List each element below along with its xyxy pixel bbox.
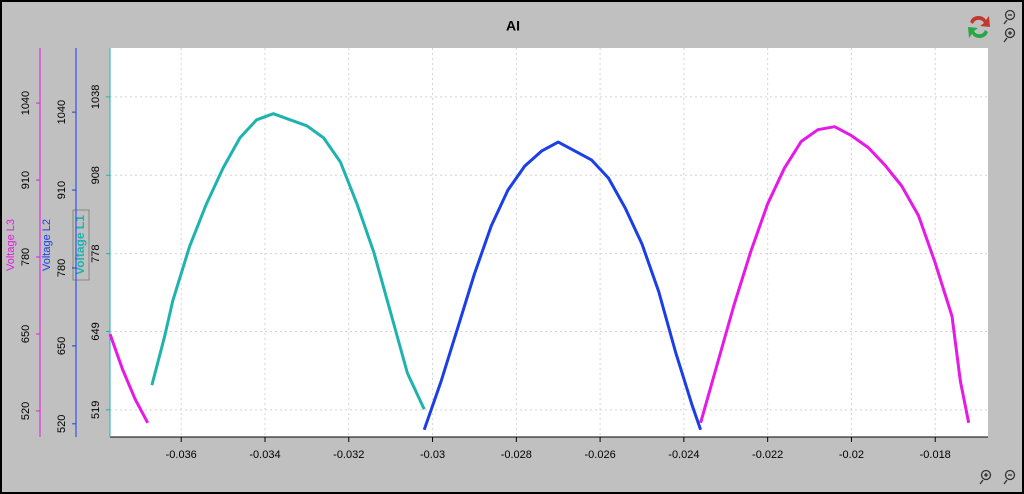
zoom-out-bottom-icon[interactable] — [1003, 469, 1016, 485]
y-axis-label: Voltage L3 — [5, 219, 17, 271]
x-tick-label: -0.02 — [839, 449, 864, 461]
x-tick-label: -0.034 — [249, 449, 280, 461]
y-tick-label: 1038 — [90, 85, 102, 109]
x-tick-label: -0.032 — [333, 449, 364, 461]
x-tick-label: -0.028 — [501, 449, 532, 461]
zoom-out-icon[interactable] — [1003, 9, 1016, 25]
y-tick-label: 519 — [90, 401, 102, 419]
chart-title: AI — [506, 18, 520, 34]
y-axis-label: Voltage L2 — [41, 219, 53, 271]
y-tick-label: 649 — [90, 322, 102, 340]
plot-area — [110, 48, 988, 437]
y-tick-label: 650 — [56, 337, 68, 355]
y-tick-label: 908 — [90, 166, 102, 184]
y-tick-label: 1040 — [56, 100, 68, 124]
x-tick-label: -0.026 — [585, 449, 616, 461]
y-tick-label: 910 — [56, 181, 68, 199]
y-tick-label: 910 — [20, 171, 32, 189]
x-tick-label: -0.022 — [752, 449, 783, 461]
y-tick-label: 520 — [20, 402, 32, 420]
zoom-in-bottom-icon[interactable] — [979, 469, 992, 485]
zoom-in-icon[interactable] — [1003, 27, 1016, 43]
y-tick-label: 650 — [20, 325, 32, 343]
x-tick-label: -0.036 — [166, 449, 197, 461]
series-line — [422, 140, 703, 431]
y-tick-label: 1040 — [20, 91, 32, 115]
x-tick-label: -0.018 — [920, 449, 951, 461]
y-axis-label: Voltage L1 — [73, 215, 87, 275]
x-tick-label: -0.03 — [420, 449, 445, 461]
series-line — [108, 125, 971, 424]
y-tick-label: 780 — [56, 259, 68, 277]
y-tick-label: 780 — [20, 248, 32, 266]
x-tick-label: -0.024 — [668, 449, 699, 461]
series-line — [150, 112, 426, 410]
refresh-icon[interactable] — [968, 15, 990, 39]
y-tick-label: 778 — [90, 244, 102, 262]
y-tick-label: 520 — [56, 415, 68, 433]
y-axis-label-box — [72, 209, 90, 281]
